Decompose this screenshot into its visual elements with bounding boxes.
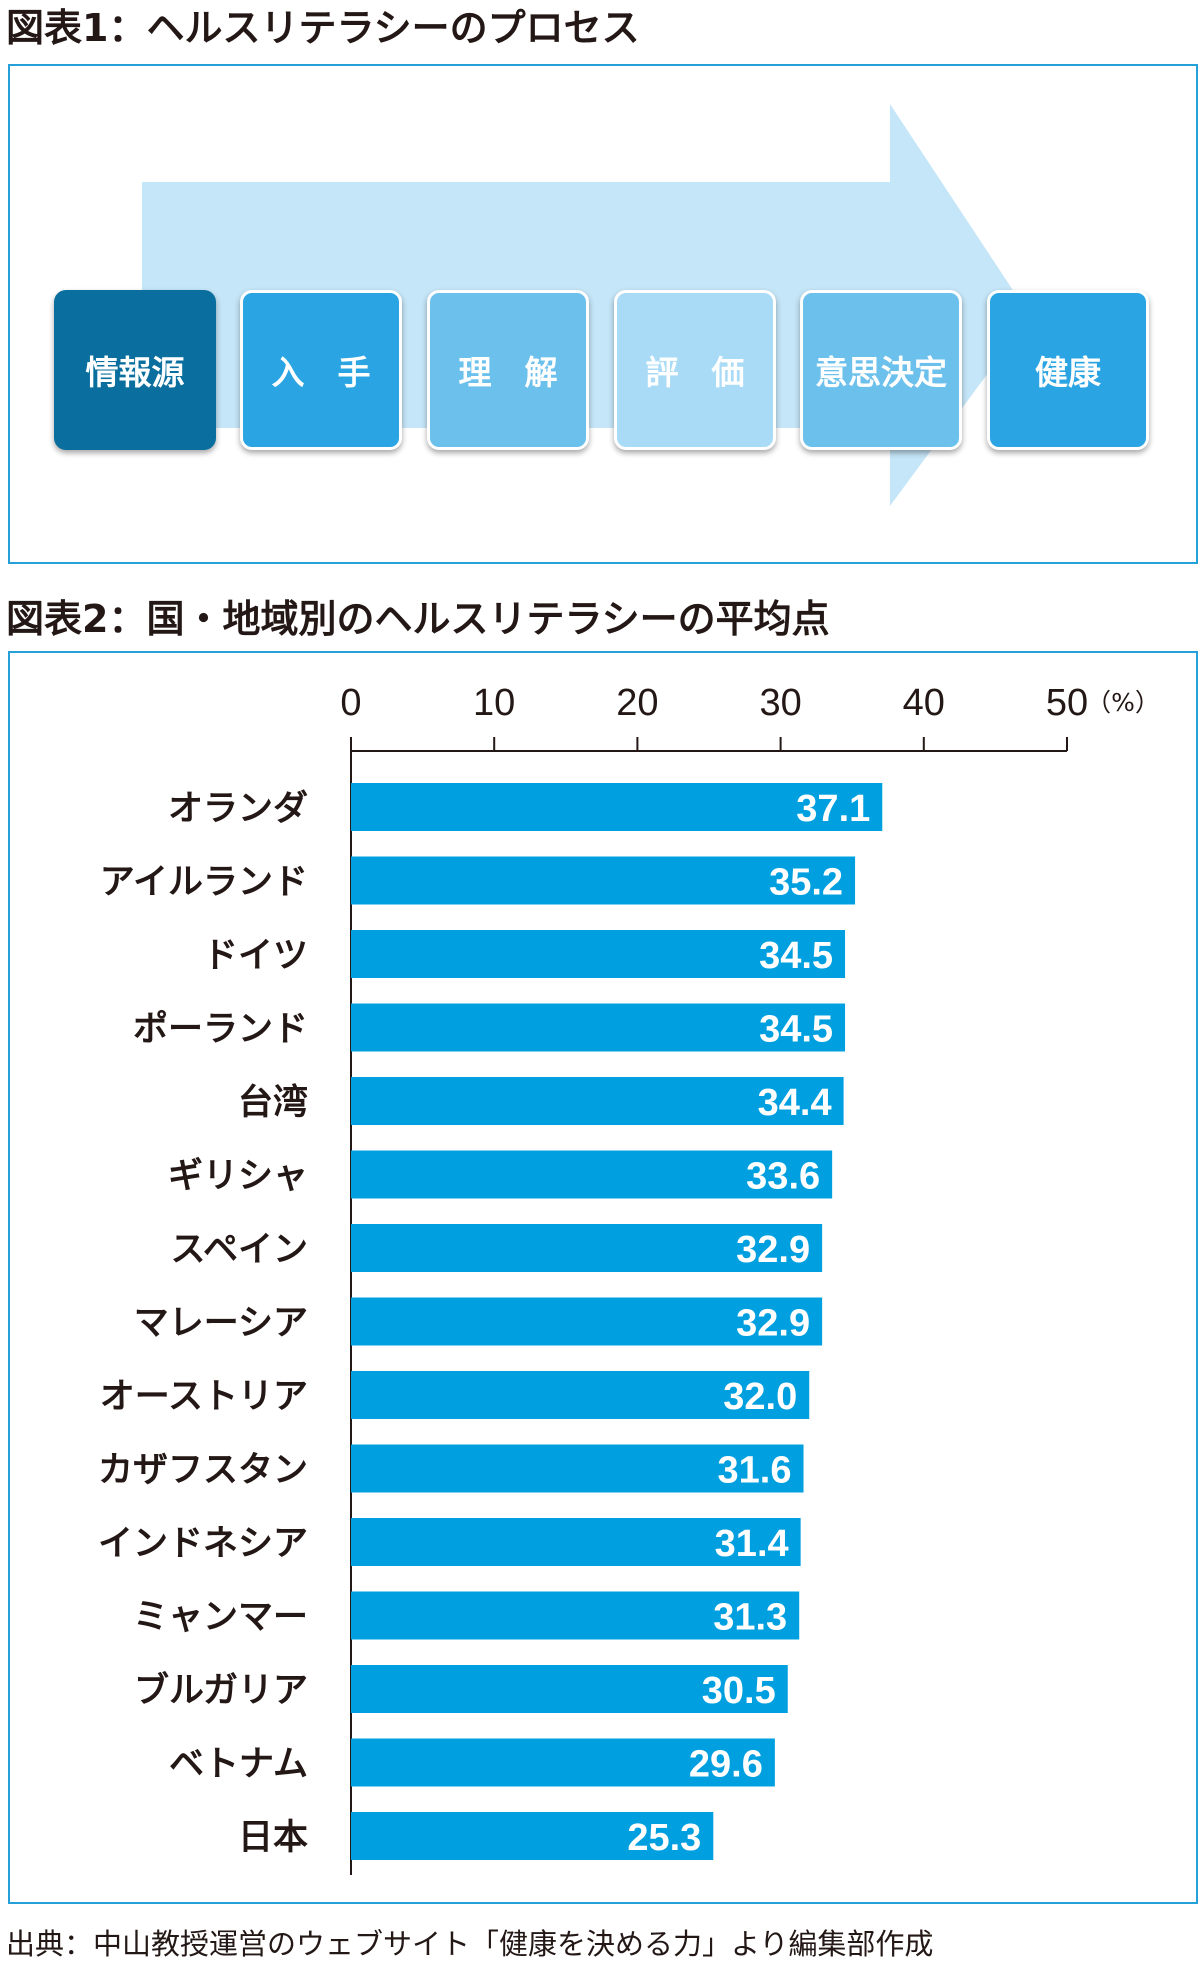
bar-value-label: 34.5 xyxy=(759,935,833,977)
x-tick-label: 0 xyxy=(340,682,361,724)
bar-value-label: 29.6 xyxy=(689,1744,763,1786)
bar-value-label: 34.4 xyxy=(758,1082,832,1124)
category-label: オーストリア xyxy=(100,1377,308,1417)
step-evaluate: 評 価 xyxy=(614,290,776,450)
category-label: ドイツ xyxy=(203,936,308,976)
x-tick-label: 50 xyxy=(1046,682,1088,724)
bar-value-label: 31.6 xyxy=(718,1450,792,1492)
category-label: マレーシア xyxy=(134,1304,308,1344)
bar xyxy=(351,1003,846,1052)
bar xyxy=(351,783,883,831)
bar-value-label: 25.3 xyxy=(627,1817,701,1859)
bar xyxy=(351,1077,844,1125)
x-unit-label: （%） xyxy=(1086,688,1160,717)
bar xyxy=(351,1518,801,1566)
bar-value-label: 31.3 xyxy=(713,1597,787,1639)
figure2-title: 図表2：国・地域別のヘルスリテラシーの平均点 xyxy=(6,597,830,641)
category-label: インドネシア xyxy=(98,1524,308,1564)
bar xyxy=(351,856,856,905)
category-label: 台湾 xyxy=(238,1082,308,1123)
chart-frame: 0 10 20 30 40 50 （%） 37.1 オランダ 35.2 アイルランド 34.5 ドイツ… xyxy=(8,651,1198,1904)
bar xyxy=(351,1738,775,1787)
step-understand: 理 解 xyxy=(427,290,589,450)
bar xyxy=(351,1371,810,1419)
category-label: ブルガリア xyxy=(134,1670,308,1711)
bar-group: 37.1 オランダ 35.2 アイルランド 34.5 ドイツ 34.5 ポーランド 34.4 台湾… xyxy=(98,783,883,1860)
step-health: 健康 xyxy=(987,290,1149,450)
step-information-source: 情報源 xyxy=(54,290,216,450)
x-tick-label: 10 xyxy=(473,682,515,724)
bar xyxy=(351,1444,804,1493)
bar xyxy=(351,1224,823,1272)
bar-value-label: 32.9 xyxy=(736,1303,810,1345)
bar-value-label: 32.9 xyxy=(736,1229,810,1271)
category-label: ポーランド xyxy=(133,1009,308,1050)
bar xyxy=(351,1591,800,1640)
bar xyxy=(351,1150,833,1199)
bar-value-label: 30.5 xyxy=(702,1670,776,1712)
bar xyxy=(351,1297,823,1346)
bar xyxy=(351,1665,788,1713)
process-diagram-frame: 情報源 入 手 理 解 評 価 意思決定 健康 xyxy=(8,64,1198,564)
category-label: ベトナム xyxy=(169,1745,308,1785)
x-tick-label: 40 xyxy=(903,682,945,724)
category-label: カザフスタン xyxy=(98,1451,308,1491)
source-note: 出典：中山教授運営のウェブサイト「健康を決める力」より編集部作成 xyxy=(6,1927,934,1961)
bar-chart: 0 10 20 30 40 50（%） 37.1 オランダ 35.2 アイルランド 34.5 ドイツ… xyxy=(98,682,1160,1875)
bar-value-label: 31.4 xyxy=(715,1523,789,1565)
bar xyxy=(351,930,846,978)
category-label: アイルランド xyxy=(100,863,308,903)
bar-value-label: 33.6 xyxy=(746,1156,820,1198)
category-label: ミャンマー xyxy=(133,1598,308,1638)
x-tick-label: 30 xyxy=(759,682,801,724)
category-label: 日本 xyxy=(238,1818,308,1858)
category-label: ギリシャ xyxy=(168,1157,308,1197)
bar-value-label: 32.0 xyxy=(723,1376,797,1418)
category-label: オランダ xyxy=(168,789,308,829)
bar-value-label: 37.1 xyxy=(796,788,870,830)
figure1-title: 図表1：ヘルスリテラシーのプロセス xyxy=(6,6,640,50)
x-tick-label: 20 xyxy=(616,682,658,724)
category-label: スペイン xyxy=(170,1230,308,1270)
step-decision: 意思決定 xyxy=(800,290,962,450)
bar-value-label: 35.2 xyxy=(769,862,843,904)
step-acquire: 入 手 xyxy=(240,290,402,450)
bar-value-label: 34.5 xyxy=(759,1009,833,1051)
bar xyxy=(351,1812,714,1860)
